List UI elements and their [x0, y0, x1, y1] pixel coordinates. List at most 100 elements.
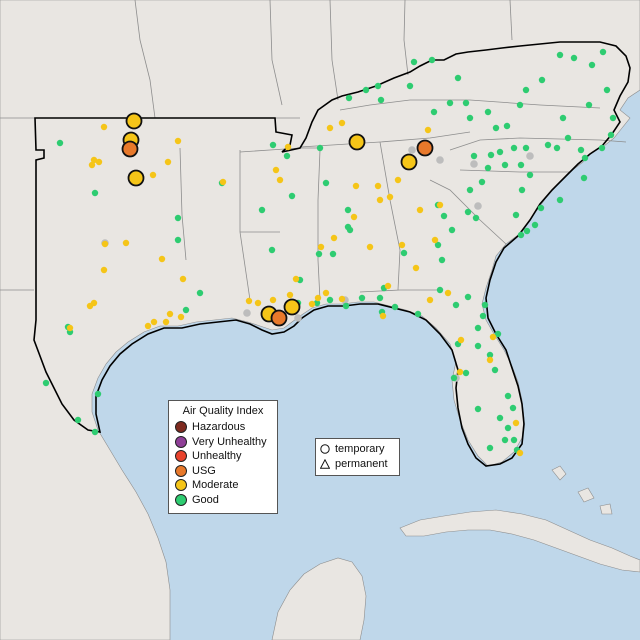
moderate-monitor-marker[interactable]	[272, 166, 280, 174]
moderate-monitor-marker[interactable]	[436, 201, 444, 209]
inactive-monitor-marker[interactable]	[408, 146, 416, 154]
good-monitor-marker[interactable]	[531, 221, 539, 229]
good-monitor-marker[interactable]	[446, 99, 454, 107]
good-monitor-marker[interactable]	[438, 256, 446, 264]
good-monitor-marker[interactable]	[481, 301, 489, 309]
good-monitor-marker[interactable]	[544, 141, 552, 149]
good-monitor-marker[interactable]	[448, 226, 456, 234]
temporary-monitor-marker-moderate[interactable]	[348, 133, 366, 151]
good-monitor-marker[interactable]	[472, 214, 480, 222]
good-monitor-marker[interactable]	[559, 114, 567, 122]
good-monitor-marker[interactable]	[410, 58, 418, 66]
inactive-monitor-marker[interactable]	[470, 160, 478, 168]
good-monitor-marker[interactable]	[510, 144, 518, 152]
good-monitor-marker[interactable]	[577, 146, 585, 154]
moderate-monitor-marker[interactable]	[366, 243, 374, 251]
inactive-monitor-marker[interactable]	[474, 202, 482, 210]
moderate-monitor-marker[interactable]	[426, 296, 434, 304]
good-monitor-marker[interactable]	[342, 302, 350, 310]
moderate-monitor-marker[interactable]	[90, 299, 98, 307]
good-monitor-marker[interactable]	[376, 294, 384, 302]
moderate-monitor-marker[interactable]	[269, 296, 277, 304]
good-monitor-marker[interactable]	[517, 231, 525, 239]
good-monitor-marker[interactable]	[512, 211, 520, 219]
good-monitor-marker[interactable]	[440, 212, 448, 220]
good-monitor-marker[interactable]	[182, 306, 190, 314]
good-monitor-marker[interactable]	[478, 178, 486, 186]
good-monitor-marker[interactable]	[496, 148, 504, 156]
moderate-monitor-marker[interactable]	[379, 312, 387, 320]
good-monitor-marker[interactable]	[377, 96, 385, 104]
moderate-monitor-marker[interactable]	[177, 313, 185, 321]
good-monitor-marker[interactable]	[406, 82, 414, 90]
good-monitor-marker[interactable]	[345, 94, 353, 102]
moderate-monitor-marker[interactable]	[164, 158, 172, 166]
good-monitor-marker[interactable]	[315, 250, 323, 258]
good-monitor-marker[interactable]	[564, 134, 572, 142]
good-monitor-marker[interactable]	[474, 324, 482, 332]
good-monitor-marker[interactable]	[464, 293, 472, 301]
moderate-monitor-marker[interactable]	[276, 176, 284, 184]
good-monitor-marker[interactable]	[474, 405, 482, 413]
temporary-monitor-marker-usg[interactable]	[121, 140, 139, 158]
moderate-monitor-marker[interactable]	[100, 266, 108, 274]
moderate-monitor-marker[interactable]	[158, 255, 166, 263]
moderate-monitor-marker[interactable]	[512, 419, 520, 427]
moderate-monitor-marker[interactable]	[394, 176, 402, 184]
moderate-monitor-marker[interactable]	[424, 126, 432, 134]
temporary-monitor-marker-moderate[interactable]	[127, 169, 145, 187]
good-monitor-marker[interactable]	[400, 249, 408, 257]
moderate-monitor-marker[interactable]	[317, 243, 325, 251]
good-monitor-marker[interactable]	[491, 366, 499, 374]
good-monitor-marker[interactable]	[607, 131, 615, 139]
good-monitor-marker[interactable]	[346, 226, 354, 234]
moderate-monitor-marker[interactable]	[292, 275, 300, 283]
moderate-monitor-marker[interactable]	[338, 119, 346, 127]
good-monitor-marker[interactable]	[462, 99, 470, 107]
moderate-monitor-marker[interactable]	[384, 282, 392, 290]
moderate-monitor-marker[interactable]	[374, 182, 382, 190]
temporary-monitor-marker-usg[interactable]	[416, 139, 434, 157]
moderate-monitor-marker[interactable]	[122, 239, 130, 247]
moderate-monitor-marker[interactable]	[90, 156, 98, 164]
good-monitor-marker[interactable]	[496, 414, 504, 422]
good-monitor-marker[interactable]	[344, 206, 352, 214]
good-monitor-marker[interactable]	[174, 236, 182, 244]
good-monitor-marker[interactable]	[585, 101, 593, 109]
moderate-monitor-marker[interactable]	[245, 297, 253, 305]
good-monitor-marker[interactable]	[56, 139, 64, 147]
good-monitor-marker[interactable]	[570, 54, 578, 62]
good-monitor-marker[interactable]	[436, 286, 444, 294]
good-monitor-marker[interactable]	[316, 144, 324, 152]
moderate-monitor-marker[interactable]	[308, 300, 316, 308]
moderate-monitor-marker[interactable]	[286, 291, 294, 299]
moderate-monitor-marker[interactable]	[338, 295, 346, 303]
good-monitor-marker[interactable]	[452, 301, 460, 309]
good-monitor-marker[interactable]	[522, 86, 530, 94]
moderate-monitor-marker[interactable]	[144, 322, 152, 330]
moderate-monitor-marker[interactable]	[326, 124, 334, 132]
good-monitor-marker[interactable]	[492, 124, 500, 132]
good-monitor-marker[interactable]	[504, 392, 512, 400]
moderate-monitor-marker[interactable]	[179, 275, 187, 283]
good-monitor-marker[interactable]	[474, 342, 482, 350]
good-monitor-marker[interactable]	[603, 86, 611, 94]
good-monitor-marker[interactable]	[510, 436, 518, 444]
good-monitor-marker[interactable]	[196, 289, 204, 297]
good-monitor-marker[interactable]	[462, 369, 470, 377]
moderate-monitor-marker[interactable]	[412, 264, 420, 272]
moderate-monitor-marker[interactable]	[66, 324, 74, 332]
good-monitor-marker[interactable]	[466, 114, 474, 122]
moderate-monitor-marker[interactable]	[284, 143, 292, 151]
good-monitor-marker[interactable]	[283, 152, 291, 160]
moderate-monitor-marker[interactable]	[150, 318, 158, 326]
good-monitor-marker[interactable]	[374, 82, 382, 90]
good-monitor-marker[interactable]	[268, 246, 276, 254]
moderate-monitor-marker[interactable]	[219, 178, 227, 186]
temporary-monitor-marker-moderate[interactable]	[283, 298, 301, 316]
good-monitor-marker[interactable]	[526, 171, 534, 179]
good-monitor-marker[interactable]	[450, 374, 458, 382]
inactive-monitor-marker[interactable]	[294, 314, 302, 322]
moderate-monitor-marker[interactable]	[431, 236, 439, 244]
good-monitor-marker[interactable]	[74, 416, 82, 424]
